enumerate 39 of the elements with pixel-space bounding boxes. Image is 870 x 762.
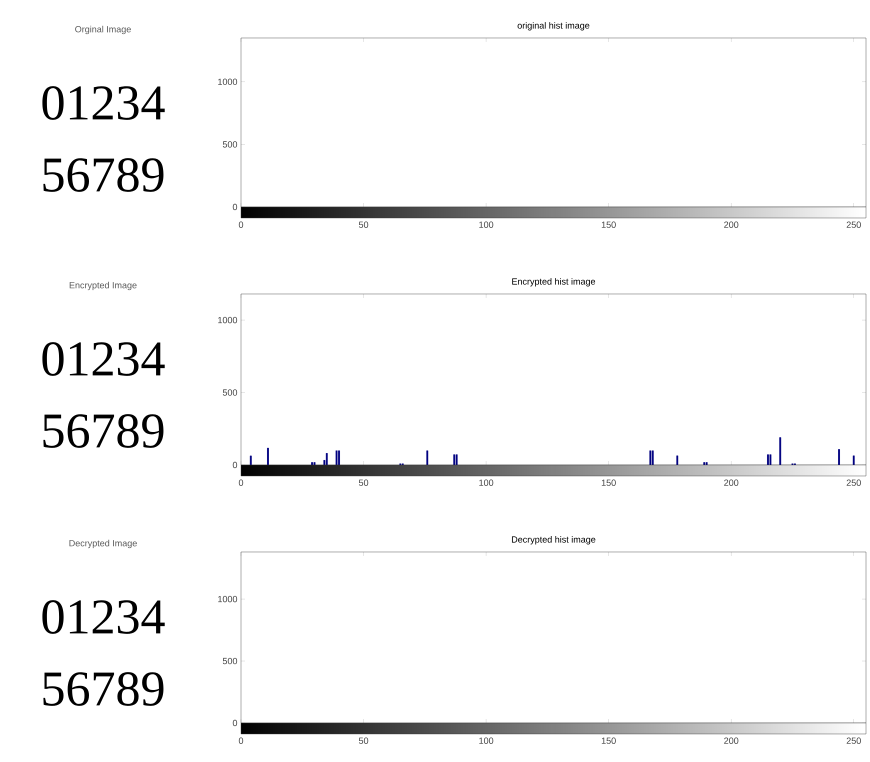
y-tick-label: 1000 xyxy=(218,78,238,85)
text: 01234 xyxy=(42,86,165,120)
x-tick-label: 50 xyxy=(358,480,368,486)
x-tick-label: 200 xyxy=(724,480,738,486)
text: Decrypted Image xyxy=(69,540,137,548)
text: Encrypted Image xyxy=(70,282,137,290)
x-tick-label: 250 xyxy=(846,738,861,744)
x-tick-label: 100 xyxy=(479,480,494,486)
y-tick-label: 500 xyxy=(222,141,238,148)
y-tick-label: 0 xyxy=(232,204,238,210)
x-tick-label: 200 xyxy=(724,738,738,744)
text: 56789 xyxy=(43,414,164,448)
x-tick-label: 200 xyxy=(724,222,738,228)
x-tick-label: 100 xyxy=(479,738,494,744)
x-tick-label: 50 xyxy=(358,738,368,744)
x-tick-label: 150 xyxy=(602,480,616,486)
x-tick-label: 100 xyxy=(479,222,494,228)
chart-title: Decrypted hist image xyxy=(512,536,596,544)
text: Orginal Image xyxy=(75,26,131,34)
x-tick-label: 0 xyxy=(238,222,244,228)
x-tick-label: 250 xyxy=(846,480,861,486)
x-tick-label: 0 xyxy=(238,480,244,486)
chart-title: original hist image xyxy=(518,22,590,30)
x-tick-label: 0 xyxy=(238,738,244,744)
text: 56789 xyxy=(43,672,164,706)
chart-title: Encrypted hist image xyxy=(512,278,596,286)
text: 01234 xyxy=(42,600,165,634)
x-tick-label: 50 xyxy=(358,222,368,228)
y-tick-label: 0 xyxy=(232,720,238,726)
y-tick-label: 500 xyxy=(222,389,238,396)
y-tick-label: 1000 xyxy=(218,316,238,324)
text: 56789 xyxy=(43,158,164,192)
x-tick-label: 150 xyxy=(602,222,616,228)
y-tick-label: 1000 xyxy=(218,596,238,602)
x-tick-label: 250 xyxy=(846,222,861,228)
y-tick-label: 500 xyxy=(222,658,238,664)
y-tick-label: 0 xyxy=(232,462,238,468)
text: 01234 xyxy=(42,342,165,376)
x-tick-label: 150 xyxy=(602,738,616,744)
